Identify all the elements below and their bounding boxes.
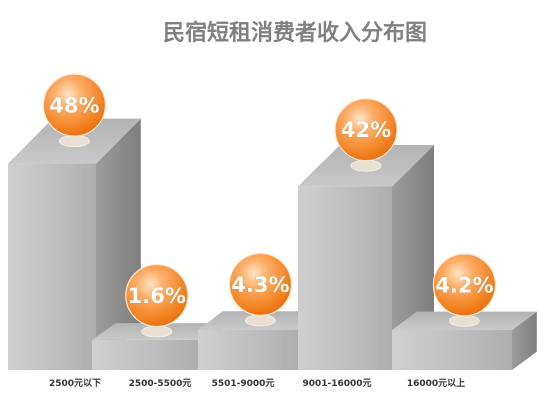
category-label: 2500元以下 xyxy=(49,378,101,389)
data-label: 4.2% xyxy=(435,273,493,297)
bar xyxy=(298,145,434,370)
bar xyxy=(8,118,141,370)
bars-layer xyxy=(8,118,537,370)
bar xyxy=(392,311,537,370)
category-label: 16000元以上 xyxy=(407,377,465,389)
label-ball xyxy=(125,263,189,328)
label-ball xyxy=(334,98,398,162)
ball-shadow xyxy=(448,314,480,327)
data-label-ball: 42% xyxy=(334,98,398,172)
data-label: 48% xyxy=(49,94,99,118)
data-label: 4.3% xyxy=(231,273,289,297)
data-label: 1.6% xyxy=(128,284,186,308)
label-ball xyxy=(432,253,496,317)
ball-shadow xyxy=(58,135,90,148)
category-label: 2500-5500元 xyxy=(129,378,192,389)
bar-front-face xyxy=(8,163,96,370)
data-label-ball: 48% xyxy=(42,73,106,148)
data-label-ball: 4.2% xyxy=(432,253,496,327)
ball-shadow xyxy=(244,314,276,327)
bar-front-face xyxy=(92,339,198,370)
category-axis: 2500元以下 2500-5500元 5501-9000元 9001-16000元 16… xyxy=(49,377,465,389)
category-label: 9001-16000元 xyxy=(302,378,371,389)
data-label-ball: 1.6% xyxy=(125,263,189,338)
label-ball xyxy=(228,252,293,317)
bar-front-face xyxy=(392,330,512,370)
ball-shadow xyxy=(141,325,173,338)
bar-side-face xyxy=(512,311,537,370)
category-label: 5501-9000元 xyxy=(212,378,275,389)
label-ball xyxy=(42,73,106,137)
data-label-ball: 4.3% xyxy=(228,252,293,327)
data-label: 42% xyxy=(341,118,391,142)
bar-front-face xyxy=(198,329,298,370)
data-labels-layer: 48% 1.6% 4.3% 42% 4.2% xyxy=(42,73,496,338)
bar-front-face xyxy=(298,186,392,370)
ball-shadow xyxy=(350,159,382,172)
chart-title: 民宿短租消费者收入分布图 xyxy=(163,20,427,46)
